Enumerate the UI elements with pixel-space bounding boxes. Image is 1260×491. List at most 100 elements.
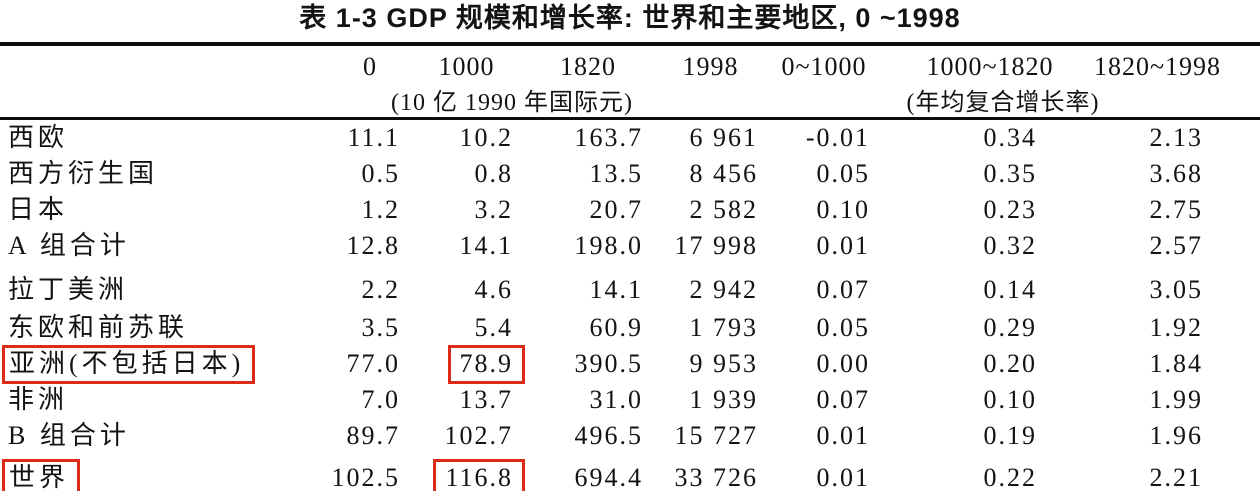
- value-cell: 1 939: [689, 385, 758, 414]
- value-cell: 3.2: [474, 195, 513, 224]
- value-cell: 0.07: [816, 385, 870, 414]
- value-cell: 0.05: [816, 159, 870, 188]
- value-cell: 102.7: [444, 421, 513, 450]
- row-label: 拉丁美洲: [8, 274, 129, 304]
- unit-note-row: (10 亿 1990 年国际元) (年均复合增长率): [0, 82, 1260, 119]
- table-row: 非洲 7.0 13.7 31.0 1 939 0.07 0.10 1.99: [0, 382, 1260, 418]
- value-cell: 0.34: [983, 123, 1037, 152]
- value-cell: 0.35: [983, 159, 1037, 188]
- value-cell: 163.7: [574, 123, 643, 152]
- value-cell: 3.05: [1149, 274, 1203, 304]
- year-column-header: 1000: [438, 52, 495, 81]
- row-group-a: 西欧 11.1 10.2 163.7 6 961 -0.01 0.34 2.13 西方衍生国 0.…: [0, 119, 1260, 265]
- value-cell: 0.29: [983, 313, 1037, 342]
- table-row: 日本 1.2 3.2 20.7 2 582 0.10 0.23 2.75: [0, 192, 1260, 228]
- value-cell: 0.23: [983, 195, 1037, 224]
- value-cell: 15 727: [674, 421, 758, 450]
- value-cell: 0.32: [983, 231, 1037, 260]
- table-row: 世界 102.5 116.8 694.4 33 726 0.01 0.22 2.21: [0, 454, 1260, 491]
- unit-note-levels: (10 亿 1990 年国际元): [391, 90, 633, 116]
- value-cell: 5.4: [474, 313, 513, 342]
- value-cell: 9 953: [689, 349, 758, 378]
- highlight-box: 世界: [2, 459, 81, 491]
- value-cell: 20.7: [589, 195, 643, 224]
- value-cell: 0.01: [816, 463, 870, 491]
- value-cell: 0.14: [983, 274, 1037, 304]
- value-cell: 102.5: [331, 463, 400, 491]
- year-header-row: 0 1000 1820 1998 0~1000 1000~1820 1820~1998: [0, 44, 1260, 82]
- year-column-header: 0: [363, 52, 377, 81]
- unit-note-growth: (年均复合增长率): [906, 90, 1100, 116]
- table-row: B 组合计 89.7 102.7 496.5 15 727 0.01 0.19 1.96: [0, 418, 1260, 454]
- value-cell: 1.99: [1149, 385, 1203, 414]
- value-cell: 2 942: [689, 274, 758, 304]
- year-column-header: 1998: [682, 52, 739, 81]
- value-cell: 31.0: [589, 385, 643, 414]
- table-row: A 组合计 12.8 14.1 198.0 17 998 0.01 0.32 2.57: [0, 228, 1260, 264]
- value-cell: 2.13: [1149, 123, 1203, 152]
- value-cell: 390.5: [574, 349, 643, 378]
- table-header: 0 1000 1820 1998 0~1000 1000~1820 1820~1998 (1…: [0, 44, 1260, 119]
- value-cell: 2.75: [1149, 195, 1203, 224]
- unit-note-spacer: [0, 82, 330, 119]
- value-cell: 2.2: [361, 274, 400, 304]
- year-column-header: 1820~1998: [1093, 52, 1222, 81]
- row-group-world: 世界 102.5 116.8 694.4 33 726 0.01 0.22 2.21: [0, 454, 1260, 491]
- table-row: 拉丁美洲 2.2 4.6 14.1 2 942 0.07 0.14 3.05: [0, 264, 1260, 310]
- value-cell: 0.00: [816, 349, 870, 378]
- value-cell: 4.6: [474, 274, 513, 304]
- highlight-box: 78.9: [447, 345, 525, 384]
- row-group-b: 拉丁美洲 2.2 4.6 14.1 2 942 0.07 0.14 3.05 东欧和前苏联 3.5…: [0, 264, 1260, 454]
- value-cell: 13.5: [589, 159, 643, 188]
- value-cell: 0.5: [361, 159, 400, 188]
- value-cell: 11.1: [347, 123, 400, 152]
- value-cell: 3.68: [1149, 159, 1203, 188]
- year-column-header: 1000~1820: [926, 52, 1054, 81]
- value-cell: 198.0: [574, 231, 643, 260]
- value-cell: 77.0: [346, 349, 400, 378]
- value-cell: 1.84: [1149, 349, 1203, 378]
- row-label: 西方衍生国: [8, 159, 159, 188]
- table-row: 西欧 11.1 10.2 163.7 6 961 -0.01 0.34 2.13: [0, 119, 1260, 157]
- row-label: 世界: [0, 454, 330, 491]
- value-cell: 2 582: [689, 195, 758, 224]
- value-cell: 78.9: [410, 345, 525, 384]
- region-column-header: [0, 44, 330, 82]
- year-column-header: 1820: [560, 52, 616, 81]
- value-cell: 0.20: [983, 349, 1037, 378]
- value-cell: 0.01: [816, 421, 870, 450]
- table-title: 表 1-3 GDP 规模和增长率: 世界和主要地区, 0 ~1998: [299, 3, 961, 33]
- value-cell: 496.5: [574, 421, 643, 450]
- value-cell: 6 961: [689, 123, 758, 152]
- value-cell: 7.0: [361, 385, 400, 414]
- value-cell: 12.8: [346, 231, 400, 260]
- value-cell: 116.8: [410, 454, 525, 491]
- value-cell: 694.4: [574, 463, 643, 491]
- row-label: 亚洲(不包括日本): [0, 345, 330, 384]
- value-cell: 14.1: [589, 274, 643, 304]
- highlight-box: 亚洲(不包括日本): [2, 345, 256, 384]
- value-cell: 3.5: [361, 313, 400, 342]
- value-cell: 0.22: [983, 463, 1037, 491]
- gdp-table: 0 1000 1820 1998 0~1000 1000~1820 1820~1998 (1…: [0, 42, 1260, 491]
- table-row: 东欧和前苏联 3.5 5.4 60.9 1 793 0.05 0.29 1.92: [0, 310, 1260, 346]
- year-column-header: 0~1000: [781, 52, 867, 81]
- row-label: 非洲: [8, 385, 69, 414]
- value-cell: 8 456: [689, 159, 758, 188]
- highlight-box: 116.8: [433, 459, 525, 491]
- value-cell: 60.9: [589, 313, 643, 342]
- value-cell: 1.92: [1149, 313, 1203, 342]
- value-cell: 2.57: [1149, 231, 1203, 260]
- value-cell: 1.2: [361, 195, 400, 224]
- value-cell: 1.96: [1149, 421, 1203, 450]
- table-row: 西方衍生国 0.5 0.8 13.5 8 456 0.05 0.35 3.68: [0, 156, 1260, 192]
- value-cell: -0.01: [805, 123, 870, 152]
- value-cell: 33 726: [674, 463, 758, 491]
- value-cell: 14.1: [459, 231, 513, 260]
- row-label: A 组合计: [8, 231, 130, 260]
- value-cell: 0.8: [474, 159, 513, 188]
- row-label: 东欧和前苏联: [8, 313, 189, 342]
- value-cell: 0.05: [816, 313, 870, 342]
- value-cell: 10.2: [459, 123, 513, 152]
